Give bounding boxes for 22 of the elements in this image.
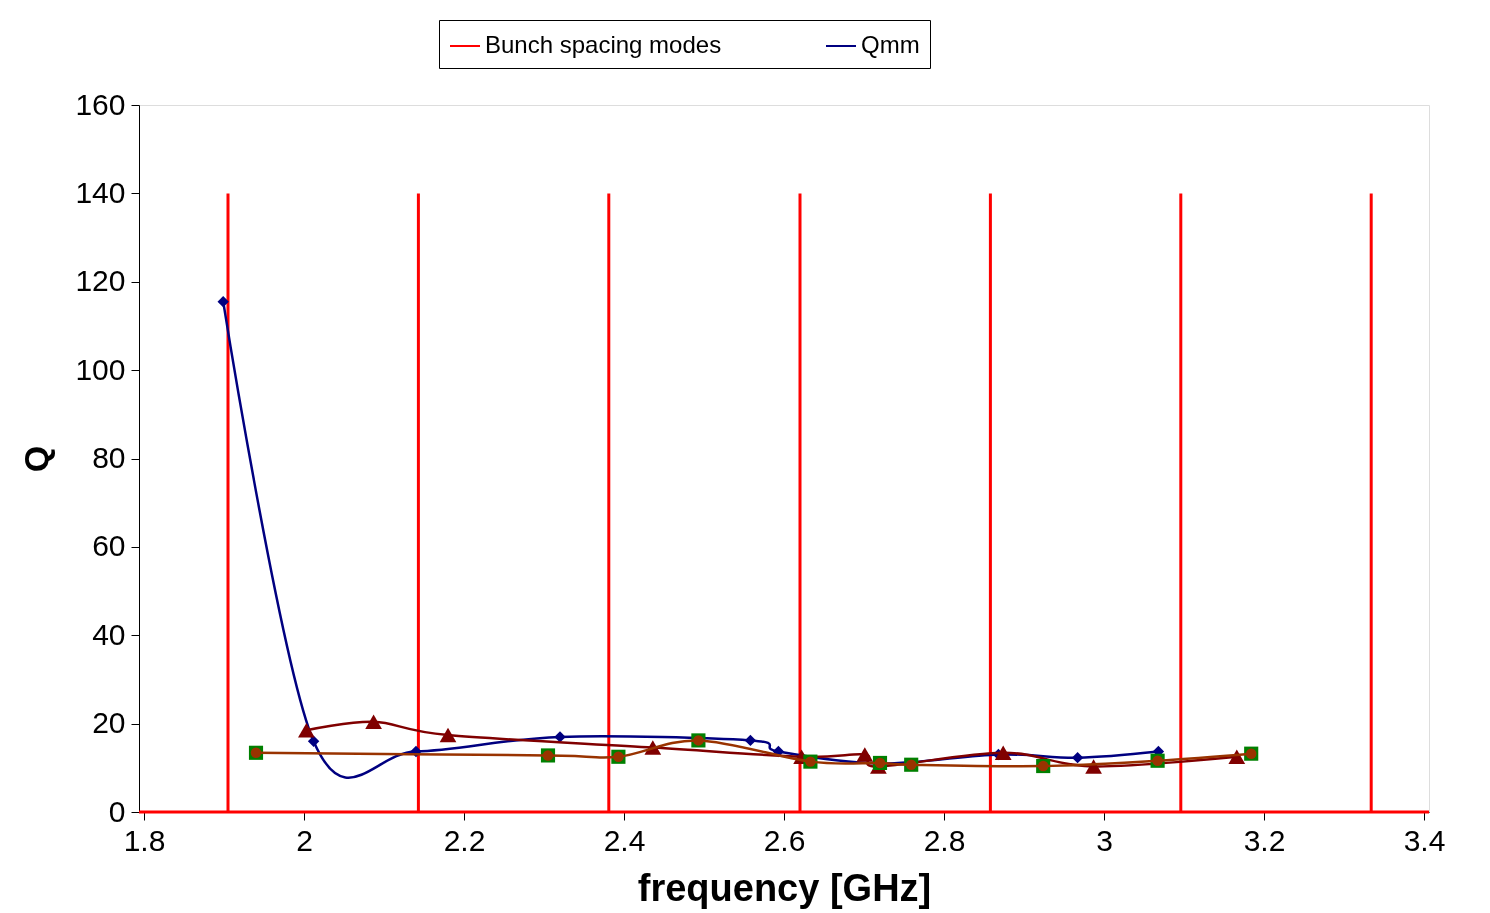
x-axis-title: frequency [GHz] [637,866,932,909]
x-tick-label: 2.8 [923,823,966,857]
x-tick-label: 1.8 [123,823,166,857]
x-tick-label: 3.4 [1403,823,1446,857]
y-tick-label: 100 [75,352,126,386]
y-tick-label: 140 [75,175,126,209]
y-axis-title: Q [17,445,56,473]
y-tick-label: 120 [75,264,126,298]
y-tick-label: 0 [108,794,126,828]
y-tick-label: 160 [75,87,126,121]
x-tick-label: 2.6 [763,823,806,857]
x-tick-label: 3 [1096,823,1113,857]
legend-label: Bunch spacing modes [485,31,722,58]
y-tick-label: 40 [92,617,126,651]
y-tick-label: 60 [92,529,126,563]
legend-label: Qmm [861,31,920,58]
x-tick-label: 3.2 [1243,823,1286,857]
x-tick-label: 2.2 [443,823,486,857]
y-tick-label: 80 [92,441,126,474]
y-tick-label: 20 [92,706,126,740]
x-tick-label: 2 [296,823,313,857]
x-tick-label: 2.4 [603,823,646,857]
